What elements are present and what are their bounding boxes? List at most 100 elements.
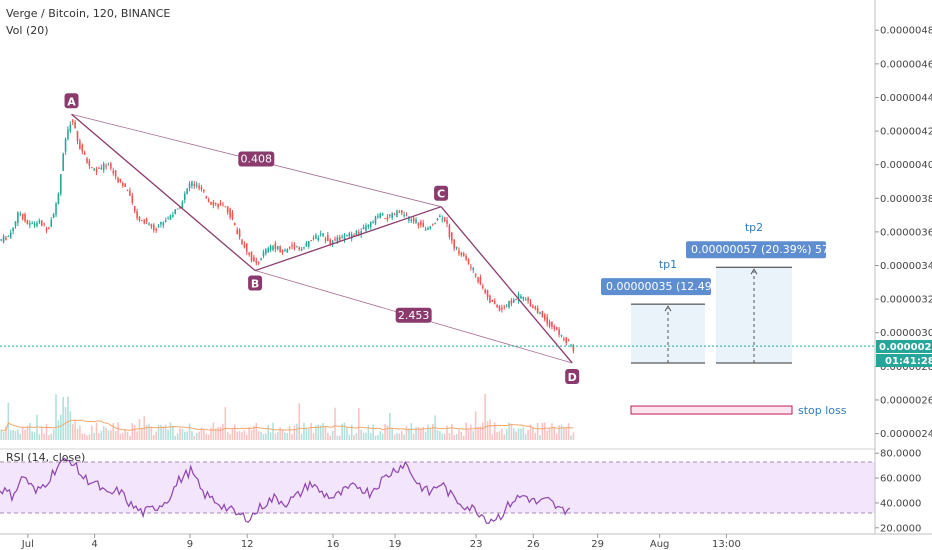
candle-body: [341, 236, 343, 238]
candle-body: [110, 163, 112, 169]
volume-bar: [212, 422, 215, 440]
volume-bar: [317, 424, 320, 440]
candle-body: [467, 259, 470, 265]
candle-body: [489, 295, 491, 303]
targets: 0.00000035 (12.49%) 35 tp1 0.00000057 (20.…: [601, 221, 829, 364]
volume-bar: [257, 431, 260, 440]
volume-bar: [260, 431, 262, 440]
volume-bar: [505, 429, 508, 440]
candle-body: [155, 228, 157, 231]
volume-bar: [214, 428, 217, 440]
candle-body: [503, 306, 506, 308]
candle-body: [224, 206, 227, 208]
volume-bar: [210, 427, 212, 440]
volume-bar: [472, 430, 475, 440]
volume-bar: [150, 426, 153, 440]
candle-body: [317, 237, 320, 241]
candle-body: [60, 174, 62, 194]
candle-body: [367, 224, 370, 227]
volume-bar: [205, 433, 208, 440]
candle-body: [179, 206, 181, 209]
volume-bar: [131, 423, 134, 440]
candle-body: [465, 256, 467, 260]
volume-bar: [102, 426, 105, 440]
volume-bar: [408, 428, 410, 440]
volume-bar: [12, 429, 14, 440]
volume-bar: [36, 414, 38, 440]
candle-body: [98, 167, 100, 169]
time-tick-label: Aug: [650, 539, 670, 550]
candle-body: [458, 250, 460, 254]
volume-bar: [167, 429, 169, 440]
candle-body: [513, 299, 515, 303]
candle-body: [31, 223, 33, 225]
candle-body: [446, 220, 448, 224]
candle-body: [536, 308, 539, 313]
candle-body: [410, 219, 413, 221]
candle-body: [532, 305, 534, 308]
volume-bar: [195, 433, 198, 440]
candle-body: [293, 245, 296, 249]
volume-bar: [152, 435, 155, 440]
candle-body: [21, 213, 24, 220]
candle-body: [55, 203, 57, 215]
candle-body: [374, 216, 377, 224]
volume-bar: [238, 431, 241, 440]
candle-body: [427, 228, 429, 230]
volume-bar: [90, 425, 93, 440]
candle-body: [305, 242, 308, 247]
candle-body: [543, 314, 546, 320]
volume-bar: [26, 425, 29, 440]
volume-bar: [558, 425, 560, 440]
candle-body: [398, 211, 401, 213]
candle-body: [372, 221, 374, 223]
volume-bar: [319, 425, 322, 440]
candle-body: [346, 235, 348, 237]
candle-body: [143, 220, 146, 224]
volume-bar: [451, 424, 453, 440]
volume-bar: [322, 423, 324, 440]
candle-body: [365, 225, 367, 231]
volume-bar: [553, 426, 556, 440]
volume-bar: [129, 435, 131, 440]
candle-body: [508, 301, 510, 308]
candle-body: [2, 236, 5, 243]
candle-body: [145, 218, 148, 222]
candle-body: [186, 188, 188, 194]
candle-body: [203, 189, 205, 192]
candle-body: [62, 153, 64, 171]
candle-body: [114, 170, 117, 177]
volume-bar: [508, 422, 510, 440]
candle-body: [443, 217, 446, 222]
candle-body: [491, 300, 494, 302]
candles: [0, 118, 575, 354]
volume-bar: [341, 423, 343, 440]
tp2-label: tp2: [745, 221, 763, 234]
volume-bar: [417, 426, 420, 440]
volume-bar: [62, 396, 64, 440]
candle-body: [360, 231, 362, 235]
candle-body: [90, 167, 93, 169]
volume-bar: [379, 431, 382, 440]
candle-body: [253, 257, 255, 262]
candle-body: [133, 206, 136, 212]
volume-bar: [353, 435, 355, 440]
candle-body: [193, 184, 196, 186]
volume-bar: [107, 430, 110, 440]
candle-body: [279, 246, 281, 252]
volume-bar: [193, 435, 196, 440]
candle-body: [124, 183, 126, 188]
candle-body: [234, 222, 236, 226]
candle-body: [67, 129, 69, 139]
candle-body: [138, 216, 141, 221]
volume-bar: [527, 430, 529, 440]
candle-body: [102, 163, 105, 171]
candle-body: [486, 290, 489, 297]
candle-body: [26, 220, 29, 224]
volume-bar: [365, 432, 367, 440]
volume-bar: [231, 428, 234, 440]
volume-bar: [298, 403, 301, 440]
leg-bc: [254, 206, 442, 272]
